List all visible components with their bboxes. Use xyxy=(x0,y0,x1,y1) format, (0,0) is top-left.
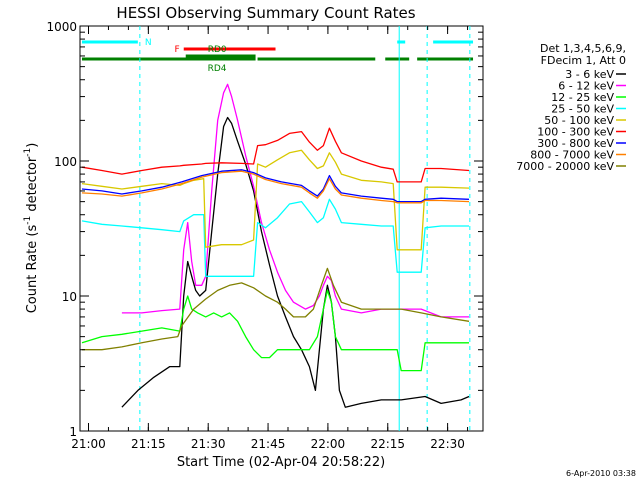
flag-bar-label: RD4 xyxy=(208,64,227,74)
series-line xyxy=(81,127,470,183)
legend-label: 12 - 25 keV xyxy=(551,91,614,104)
series-line xyxy=(81,170,470,204)
x-tick-label: 21:15 xyxy=(131,437,166,451)
series-line xyxy=(121,116,470,408)
series-lines xyxy=(81,83,470,408)
legend-label: 6 - 12 keV xyxy=(558,80,614,93)
series-line xyxy=(81,149,470,251)
x-axis: 21:00 21:15 21:30 21:45 22:00 22:15 22:30 xyxy=(71,26,469,451)
y-tick-label: 1 xyxy=(69,425,77,439)
y-axis-label-part: detector xyxy=(25,156,40,216)
y-tick-label: 100 xyxy=(54,155,77,169)
legend-header: Det 1,3,4,5,6,9, xyxy=(540,42,626,55)
x-tick-label: 22:30 xyxy=(430,437,465,451)
legend: Det 1,3,4,5,6,9,FDecim 1, Att 03 - 6 keV… xyxy=(516,42,626,173)
legend-label: 7000 - 20000 keV xyxy=(516,160,614,173)
plot-frame xyxy=(79,25,484,432)
x-tick-label: 22:00 xyxy=(311,437,346,451)
flag-bar-label: N xyxy=(145,38,152,48)
y-axis: 1 10 100 1000 xyxy=(46,20,483,439)
series-line xyxy=(121,83,469,318)
x-tick-label: 21:30 xyxy=(191,437,226,451)
y-tick-label: 1000 xyxy=(46,20,77,34)
flag-bar-label: RD0 xyxy=(208,45,227,55)
y-axis-label-exp: -1 xyxy=(23,148,33,157)
legend-label: 25 - 50 keV xyxy=(551,103,614,116)
series-line xyxy=(81,169,470,203)
legend-label: 800 - 7000 keV xyxy=(530,149,614,162)
y-axis-label-exp: -1 xyxy=(23,216,33,225)
legend-label: 300 - 800 keV xyxy=(537,137,614,150)
footer-date: 6-Apr-2010 03:38 xyxy=(566,469,636,478)
y-axis-label-part: Count Rate (s xyxy=(25,225,40,314)
legend-label: 100 - 300 keV xyxy=(537,126,614,139)
series-line xyxy=(81,198,469,277)
series-line xyxy=(81,289,469,372)
legend-header: FDecim 1, Att 0 xyxy=(541,54,626,67)
y-tick-label: 10 xyxy=(62,290,77,304)
flag-bar-label: F xyxy=(175,45,180,55)
series-line xyxy=(82,267,470,351)
x-tick-label: 21:00 xyxy=(71,437,106,451)
legend-label: 3 - 6 keV xyxy=(565,68,614,81)
y-axis-label-part: ) xyxy=(25,143,40,148)
legend-label: 50 - 100 keV xyxy=(544,114,614,127)
x-tick-label: 22:15 xyxy=(370,437,405,451)
y-axis-label: Count Rate (s-1 detector-1) xyxy=(23,143,40,314)
x-axis-label: Start Time (02-Apr-04 20:58:22) xyxy=(177,455,385,470)
x-tick-label: 21:45 xyxy=(251,437,286,451)
flag-bars: N F RD0 RD4 xyxy=(81,38,474,74)
chart-title: HESSI Observing Summary Count Rates xyxy=(116,4,415,22)
